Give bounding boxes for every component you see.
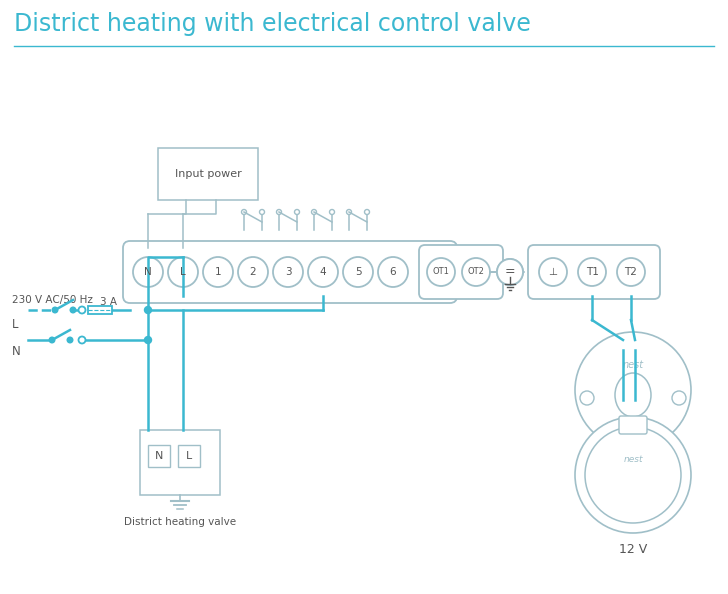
FancyBboxPatch shape [158,148,258,200]
Circle shape [79,336,85,343]
FancyBboxPatch shape [619,416,647,434]
Text: N: N [144,267,152,277]
Circle shape [347,210,352,214]
Circle shape [67,337,73,343]
Text: L: L [186,451,192,461]
Text: OT1: OT1 [432,267,449,276]
Text: District heating with electrical control valve: District heating with electrical control… [14,12,531,36]
Text: T2: T2 [625,267,638,277]
FancyBboxPatch shape [140,430,220,495]
FancyBboxPatch shape [88,306,112,314]
FancyBboxPatch shape [528,245,660,299]
Text: =: = [505,266,515,279]
Text: nest: nest [622,360,644,370]
Text: L: L [180,267,186,277]
Text: 5: 5 [355,267,361,277]
Text: 12 V: 12 V [619,543,647,556]
Circle shape [273,257,303,287]
Circle shape [378,257,408,287]
Text: 3: 3 [285,267,291,277]
Circle shape [462,258,490,286]
Circle shape [277,210,282,214]
Circle shape [133,257,163,287]
Circle shape [50,337,55,343]
Circle shape [580,391,594,405]
Text: T1: T1 [585,267,598,277]
Text: 2: 2 [250,267,256,277]
Ellipse shape [615,373,651,417]
Circle shape [144,336,151,343]
Text: Input power: Input power [175,169,242,179]
Circle shape [539,258,567,286]
Text: N: N [12,345,21,358]
Circle shape [79,307,85,314]
Circle shape [203,257,233,287]
FancyBboxPatch shape [123,241,457,303]
Circle shape [308,257,338,287]
Circle shape [578,258,606,286]
Circle shape [295,210,299,214]
Text: 6: 6 [389,267,396,277]
Circle shape [672,391,686,405]
Circle shape [70,307,76,313]
Text: District heating valve: District heating valve [124,517,236,527]
Circle shape [312,210,317,214]
Circle shape [575,332,691,448]
Text: ⨦: ⨦ [506,266,514,279]
Text: nest: nest [623,456,643,465]
Text: 3 A: 3 A [100,297,116,307]
Circle shape [427,258,455,286]
Circle shape [259,210,264,214]
Text: L: L [12,318,18,331]
Circle shape [585,427,681,523]
Circle shape [575,417,691,533]
Circle shape [144,307,151,314]
Text: 230 V AC/50 Hz: 230 V AC/50 Hz [12,295,93,305]
Circle shape [238,257,268,287]
Text: ⊥: ⊥ [548,267,558,277]
Text: 1: 1 [215,267,221,277]
FancyBboxPatch shape [178,445,200,467]
Circle shape [617,258,645,286]
Text: OT2: OT2 [467,267,484,276]
Circle shape [497,259,523,285]
FancyBboxPatch shape [419,245,503,299]
Circle shape [168,257,198,287]
Circle shape [52,307,58,313]
Circle shape [365,210,370,214]
Circle shape [343,257,373,287]
Circle shape [242,210,247,214]
FancyBboxPatch shape [148,445,170,467]
Text: N: N [155,451,163,461]
Text: 4: 4 [320,267,326,277]
Circle shape [497,259,523,285]
Circle shape [330,210,334,214]
